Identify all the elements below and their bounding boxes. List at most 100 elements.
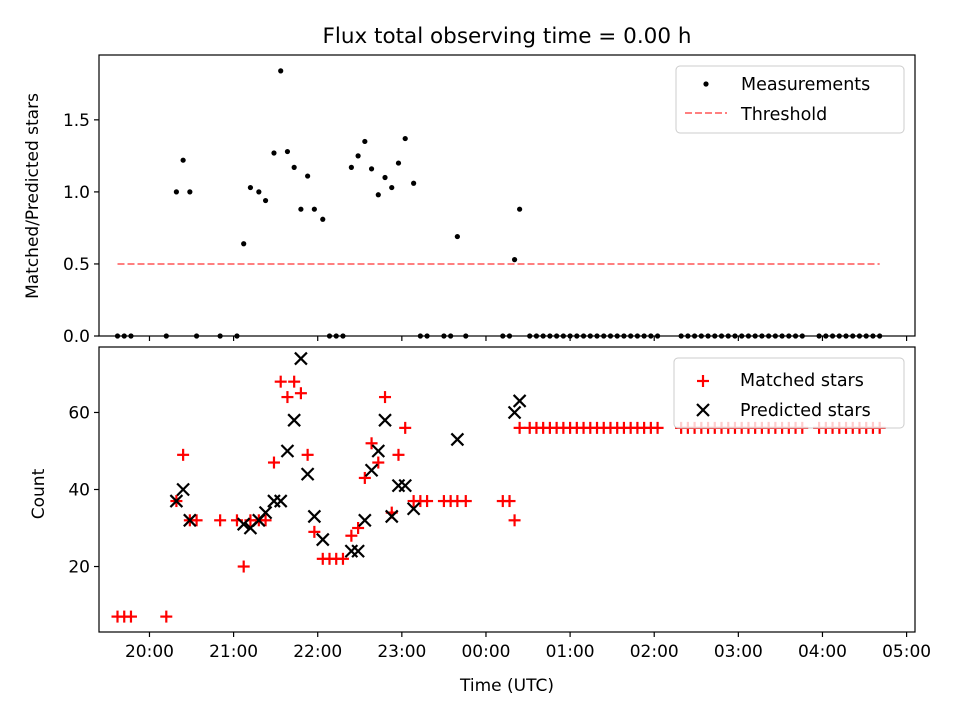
- bottom-panel: 20:00 21:00 22:00 23:00 00:00 01:00 02:00 03:00…: [29, 346, 931, 696]
- x-tick-label: 01:00: [546, 642, 595, 662]
- predicted-stars-point: [378, 413, 392, 427]
- measurement-point: [355, 153, 361, 159]
- matched-stars-point: [459, 495, 472, 508]
- measurement-point: [256, 189, 262, 195]
- predicted-stars-point: [371, 444, 386, 458]
- matched-stars-point: [513, 421, 526, 434]
- predicted-stars-point: [351, 544, 365, 558]
- matched-stars-point: [214, 514, 227, 527]
- matched-stars-point: [392, 448, 405, 461]
- measurement-point: [278, 68, 284, 74]
- x-tick-label: 05:00: [882, 642, 931, 662]
- measurement-point: [187, 189, 193, 195]
- x-tick-label: 02:00: [630, 642, 679, 662]
- measurement-point: [247, 184, 254, 191]
- measurement-point: [298, 206, 304, 212]
- bottom-legend-box: [673, 357, 905, 429]
- x-tick-label: 00:00: [461, 642, 510, 662]
- matched-stars-point: [421, 495, 434, 508]
- measurement-point: [411, 180, 417, 186]
- matched-stars-point: [651, 421, 664, 434]
- legend-measurements-label: Measurements: [741, 75, 870, 95]
- predicted-stars-point: [176, 482, 190, 497]
- measurement-point: [517, 206, 523, 212]
- matched-stars-point: [274, 375, 287, 388]
- x-tick-label: 04:00: [798, 642, 847, 662]
- bottom-y-axis-label: Count: [29, 468, 49, 519]
- predicted-stars-point: [183, 513, 197, 528]
- legend-measurements-marker: [703, 81, 709, 87]
- bottom-legend: Matched stars Predicted stars: [673, 357, 905, 429]
- top-y-axis-label: Matched/Predicted stars: [23, 93, 43, 299]
- predicted-stars-point: [280, 444, 295, 458]
- measurement-point: [511, 257, 518, 263]
- matched-stars-point: [336, 552, 349, 565]
- legend-predicted-marker: [696, 403, 710, 417]
- top-panel: 0.0 0.5 1.0 1.5 Matched/Predicted stars Mea…: [23, 54, 916, 347]
- measurement-point: [375, 192, 381, 198]
- matched-stars-point: [288, 375, 301, 388]
- matched-stars-point: [301, 448, 314, 461]
- measurement-point: [311, 206, 317, 212]
- predicted-stars-point: [294, 351, 308, 366]
- matched-stars-point: [267, 456, 280, 469]
- predicted-stars-point: [236, 517, 251, 531]
- predicted-stars-point: [512, 394, 527, 408]
- matched-stars-point: [294, 387, 307, 400]
- measurement-point: [284, 148, 291, 155]
- matched-stars-point: [372, 456, 385, 469]
- predicted-stars-point: [450, 432, 465, 447]
- measurement-point: [180, 157, 186, 163]
- top-y-tick-label: 0.0: [63, 327, 90, 347]
- matched-stars-point: [160, 610, 173, 623]
- legend-threshold-label: Threshold: [740, 105, 827, 125]
- top-y-tick-label: 0.5: [63, 255, 90, 275]
- predicted-stars-point: [398, 478, 412, 493]
- top-plot-frame: [98, 54, 916, 337]
- predicted-stars-point: [287, 413, 301, 427]
- bottom-y-tick-label: 60: [68, 403, 90, 423]
- matched-stars-point: [399, 421, 412, 434]
- legend-predicted-label: Predicted stars: [740, 401, 871, 421]
- top-y-tick-label: 1.5: [63, 111, 90, 131]
- predicted-stars-point: [364, 463, 379, 478]
- matched-stars-point: [124, 610, 137, 623]
- matched-stars-point: [345, 529, 358, 542]
- measurement-point: [262, 197, 269, 204]
- measurement-point: [348, 164, 354, 170]
- matched-stars-point: [308, 525, 321, 538]
- measurement-point: [389, 184, 395, 191]
- bottom-y-tick-label: 40: [68, 481, 90, 501]
- measurement-point: [271, 150, 277, 156]
- legend-matched-label: Matched stars: [740, 371, 864, 391]
- measurement-point: [362, 138, 368, 145]
- matched-stars-point: [259, 514, 272, 527]
- matched-stars-point: [365, 437, 378, 450]
- top-legend-box: [675, 65, 905, 134]
- measurement-point: [320, 216, 326, 222]
- matched-stars-point: [352, 522, 365, 535]
- measurement-point: [402, 135, 408, 142]
- matched-stars-point: [237, 560, 250, 573]
- top-legend: Measurements Threshold: [675, 65, 905, 134]
- predicted-stars-point: [315, 532, 330, 547]
- x-tick-label: 21:00: [209, 642, 258, 662]
- legend-matched-marker: [697, 375, 709, 387]
- chart-title: Flux total observing time = 0.00 h: [323, 24, 692, 49]
- x-axis-label: Time (UTC): [459, 676, 554, 696]
- measurement-point: [291, 164, 297, 170]
- matched-stars-point: [190, 514, 203, 527]
- bottom-y-tick-label: 20: [68, 558, 90, 578]
- measurement-point: [454, 233, 460, 240]
- matched-stars-point: [281, 391, 294, 404]
- matched-stars-point: [379, 391, 392, 404]
- measurement-point: [395, 160, 402, 166]
- predicted-stars-point: [273, 494, 288, 508]
- predicted-stars-point: [358, 513, 372, 528]
- measurement-point: [241, 241, 247, 247]
- measurement-point: [382, 174, 388, 181]
- predicted-stars-point: [507, 405, 522, 420]
- top-y-tick-label: 1.0: [63, 183, 90, 203]
- measurement-point: [305, 173, 311, 179]
